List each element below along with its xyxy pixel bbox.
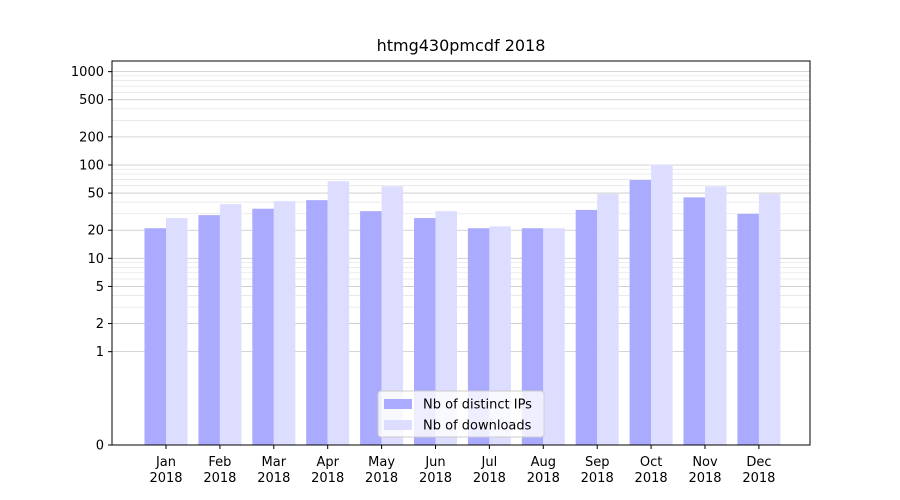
- x-tick-label: Jun 2018: [419, 455, 452, 486]
- bar-downloads: [651, 164, 673, 445]
- bar-downloads: [381, 186, 404, 445]
- x-tick-label: Apr 2018: [311, 455, 344, 486]
- bar-downloads: [758, 193, 781, 445]
- bar-distinct-ips: [683, 197, 705, 445]
- plot-frame: [111, 60, 811, 446]
- bar-distinct-ips: [629, 180, 652, 445]
- y-tick-label: 1: [96, 345, 104, 360]
- x-tick-label: May 2018: [365, 455, 398, 486]
- legend-label: Nb of distinct IPs: [423, 398, 532, 413]
- bar-downloads: [489, 226, 511, 445]
- x-tick-label: Dec 2018: [742, 455, 775, 486]
- bar-downloads: [327, 181, 350, 446]
- bar-downloads: [435, 211, 457, 445]
- y-tick-label: 500: [79, 93, 104, 108]
- y-tick-label: 10: [87, 252, 104, 267]
- x-tick-label: Jan 2018: [149, 455, 182, 486]
- x-tick-label: Nov 2018: [688, 455, 721, 486]
- legend-swatch: [384, 420, 412, 430]
- y-tick-label: 200: [79, 130, 104, 145]
- bar-distinct-ips: [306, 200, 328, 445]
- bar-distinct-ips: [414, 218, 436, 445]
- x-tick-label: Sep 2018: [581, 455, 614, 486]
- legend-swatch: [384, 399, 412, 409]
- bar-distinct-ips: [198, 215, 220, 445]
- y-tick-label: 50: [87, 187, 104, 202]
- bar-distinct-ips: [575, 209, 598, 445]
- legend: Nb of distinct IPs Nb of downloads: [377, 390, 545, 438]
- y-tick-label: 20: [87, 224, 104, 239]
- x-tick-label: Feb 2018: [203, 455, 236, 486]
- x-tick-label: Oct 2018: [635, 455, 668, 486]
- chart-title: htmg430pmcdf 2018: [377, 36, 546, 55]
- bar-distinct-ips: [252, 208, 274, 445]
- bar-downloads: [219, 204, 242, 445]
- y-tick-label: 1000: [71, 65, 104, 80]
- y-tick-label: 100: [79, 158, 104, 173]
- legend-label: Nb of downloads: [423, 419, 532, 434]
- x-tick-label: Mar 2018: [257, 455, 290, 486]
- bar-downloads: [543, 228, 565, 445]
- bar-downloads: [705, 186, 727, 445]
- x-tick-label: Aug 2018: [527, 455, 560, 486]
- bar-downloads: [273, 201, 296, 445]
- bar-downloads: [166, 218, 188, 445]
- y-tick-label: 2: [96, 317, 104, 332]
- axes: 0 1 2 5 10 20 50 100 200 500 1000 Jan 2018 Feb 2018 Mar…: [71, 60, 811, 486]
- legend-box: [377, 390, 545, 438]
- bar-distinct-ips: [737, 213, 759, 445]
- bar-distinct-ips: [360, 211, 382, 445]
- y-tick-label: 5: [96, 280, 104, 295]
- bar-distinct-ips: [144, 228, 166, 445]
- bar-downloads: [597, 193, 619, 445]
- y-tick-label: 0: [96, 439, 104, 454]
- x-tick-label: Jul 2018: [473, 455, 506, 486]
